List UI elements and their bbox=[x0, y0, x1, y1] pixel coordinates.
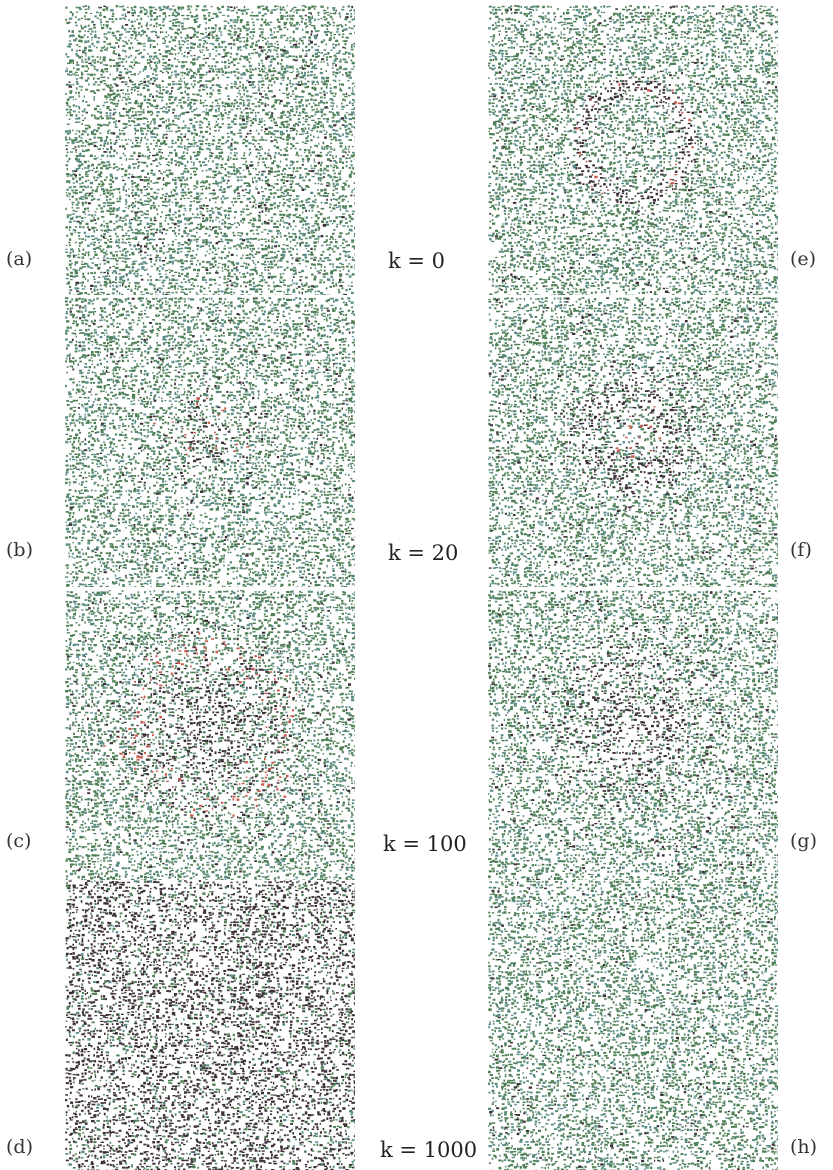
speckle-green bbox=[488, 5, 778, 295]
panel-g bbox=[488, 590, 778, 880]
speckle-dark bbox=[65, 880, 355, 1170]
speckle-green bbox=[65, 297, 355, 587]
speckle-green bbox=[65, 5, 355, 295]
speckle-teal bbox=[65, 590, 355, 880]
panel-f bbox=[488, 297, 778, 587]
speckle-group bbox=[488, 297, 778, 587]
panel-e bbox=[488, 5, 778, 295]
noise-map-b bbox=[65, 297, 355, 587]
speckle-green bbox=[488, 880, 778, 1170]
panel-label-d: (d) bbox=[6, 1136, 33, 1158]
speckle-group bbox=[65, 590, 355, 880]
speckle-group bbox=[488, 5, 778, 295]
speckle-green bbox=[488, 590, 778, 880]
speckle-group bbox=[65, 297, 355, 587]
k-label-row-3: k = 100 bbox=[383, 832, 467, 856]
speckle-green bbox=[488, 297, 778, 587]
speckle-dark bbox=[488, 590, 778, 880]
k-label-row-2: k = 20 bbox=[388, 541, 459, 565]
speckle-group bbox=[488, 590, 778, 880]
panel-label-e: (e) bbox=[790, 248, 817, 270]
panel-label-h: (h) bbox=[790, 1136, 818, 1158]
panel-c bbox=[65, 590, 355, 880]
panel-label-g: (g) bbox=[790, 830, 817, 852]
speckle-group bbox=[65, 880, 355, 1170]
speckle-green bbox=[65, 590, 355, 880]
speckle-group bbox=[65, 5, 355, 295]
speckle-teal bbox=[488, 5, 778, 295]
noise-map-d bbox=[65, 880, 355, 1170]
panel-a bbox=[65, 5, 355, 295]
speckle-teal bbox=[488, 590, 778, 880]
panel-label-c: (c) bbox=[6, 830, 32, 852]
noise-map-f bbox=[488, 297, 778, 587]
speckle-teal bbox=[65, 297, 355, 587]
speckle-teal bbox=[65, 5, 355, 295]
panel-label-a: (a) bbox=[6, 248, 33, 270]
speckle-dark bbox=[65, 596, 355, 878]
speckle-teal bbox=[488, 880, 778, 1170]
panel-label-b: (b) bbox=[6, 539, 33, 561]
k-label-row-4: k = 1000 bbox=[380, 1138, 478, 1162]
noise-map-e bbox=[488, 5, 778, 295]
k-label-row-1: k = 0 bbox=[388, 249, 446, 273]
speckle-green bbox=[65, 880, 355, 1170]
noise-map-g bbox=[488, 590, 778, 880]
panel-h bbox=[488, 880, 778, 1170]
noise-map-h bbox=[488, 880, 778, 1170]
speckle-group bbox=[488, 880, 778, 1170]
panel-d bbox=[65, 880, 355, 1170]
noise-map-c bbox=[65, 590, 355, 880]
panel-b bbox=[65, 297, 355, 587]
noise-map-a bbox=[65, 5, 355, 295]
panel-label-f: (f) bbox=[790, 539, 812, 561]
speckle-red bbox=[153, 397, 250, 456]
